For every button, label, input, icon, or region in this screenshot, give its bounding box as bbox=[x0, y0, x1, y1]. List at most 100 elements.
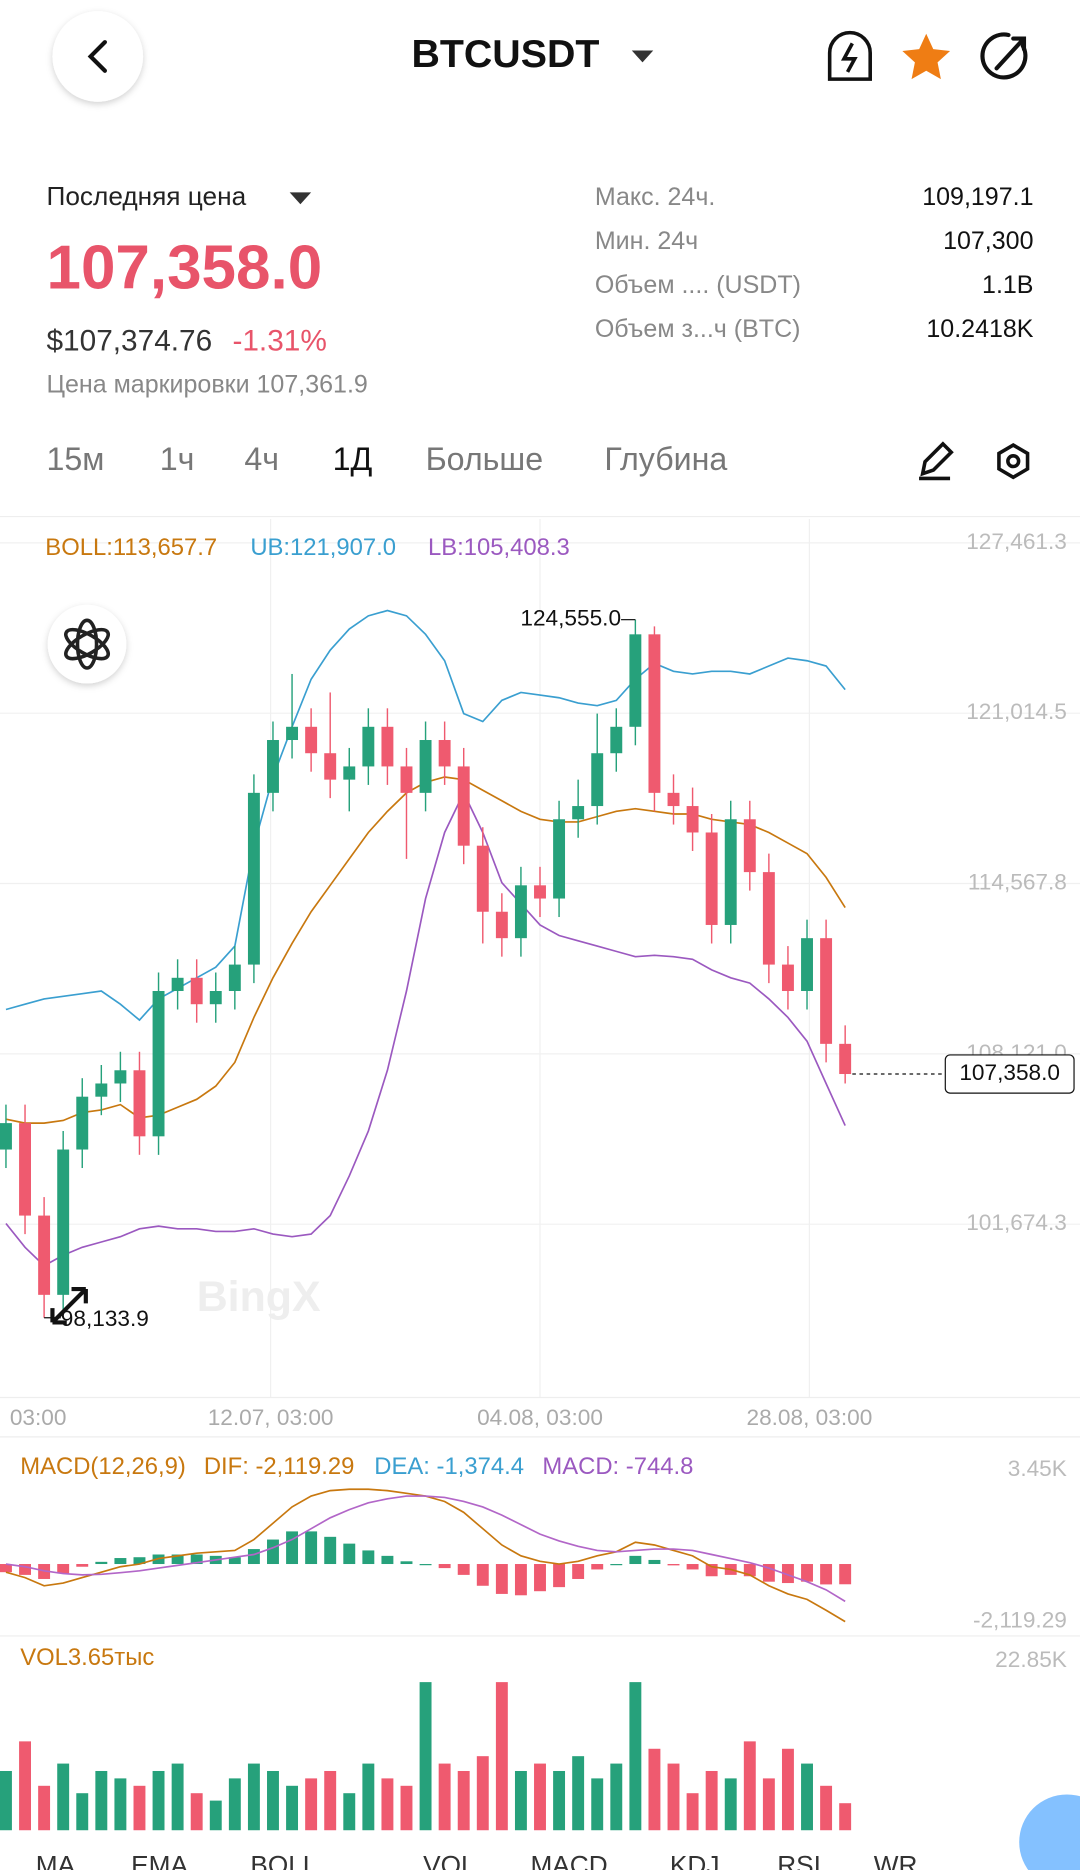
mark-label: Цена маркировки bbox=[46, 370, 249, 398]
candle-body bbox=[686, 806, 699, 833]
candle-body bbox=[362, 726, 375, 767]
atom-button[interactable] bbox=[47, 604, 127, 684]
volume-bar bbox=[724, 1778, 737, 1831]
stat-value: 109,197.1 bbox=[922, 183, 1033, 211]
pencil[interactable] bbox=[920, 441, 954, 477]
timeframe-tab[interactable]: 1Д bbox=[333, 441, 373, 477]
back-icon[interactable] bbox=[87, 40, 107, 73]
volume-bar bbox=[572, 1756, 585, 1831]
indicator-tab[interactable]: MA bbox=[36, 1850, 76, 1870]
macd-bar bbox=[438, 1564, 451, 1569]
price-dropdown[interactable] bbox=[289, 192, 312, 205]
legend-entry: MACD: -744.8 bbox=[542, 1453, 693, 1480]
bolt[interactable] bbox=[840, 42, 858, 73]
candle-body bbox=[839, 1043, 852, 1075]
back-button[interactable] bbox=[52, 11, 144, 102]
legend-entry: DIF: -2,119.29 bbox=[204, 1453, 355, 1480]
volume-bar bbox=[400, 1785, 413, 1831]
timeframe-tab[interactable]: 4ч bbox=[244, 441, 279, 477]
indicator-tab[interactable]: WR bbox=[874, 1850, 918, 1870]
macd-bar bbox=[743, 1564, 756, 1577]
draw-icon[interactable] bbox=[919, 441, 954, 481]
candle-body bbox=[495, 911, 508, 939]
indicator-tab[interactable]: BOLL bbox=[250, 1850, 317, 1870]
volume-bar bbox=[629, 1682, 642, 1831]
y-tick-label: 101,674.3 bbox=[966, 1210, 1067, 1235]
stat-value: 10.2418K bbox=[926, 315, 1033, 343]
share-icon[interactable] bbox=[980, 32, 1028, 80]
indicator-tabs: MA EMA BOLL VOL MACD KDJ RSI WR bbox=[36, 1850, 918, 1870]
candle-body bbox=[400, 766, 413, 793]
boll-line bbox=[5, 609, 846, 1022]
macd-bar bbox=[324, 1536, 337, 1565]
hexagon-center[interactable] bbox=[1006, 454, 1021, 469]
expand-icon[interactable] bbox=[50, 1286, 88, 1325]
volume-bar bbox=[820, 1785, 833, 1831]
mark-value: 107,361.9 bbox=[257, 370, 368, 398]
volume-bar bbox=[343, 1793, 356, 1831]
favorite-star[interactable] bbox=[902, 33, 951, 80]
indicator-tab[interactable]: VOL bbox=[423, 1850, 475, 1870]
volume-bar bbox=[591, 1778, 604, 1831]
timeframe-tab[interactable]: Глубина bbox=[604, 441, 727, 477]
atom-icon[interactable] bbox=[62, 618, 113, 670]
timeframe-tab[interactable]: 1ч bbox=[160, 441, 195, 477]
macd-bar bbox=[476, 1564, 489, 1586]
indicator-tab[interactable]: RSI bbox=[777, 1850, 821, 1870]
indicator-tab[interactable]: KDJ bbox=[670, 1850, 720, 1870]
candle-body bbox=[305, 726, 318, 754]
symbol[interactable]: BTCUSDT bbox=[411, 32, 599, 76]
price-change: -1.31% bbox=[232, 324, 326, 357]
last-price-tag: 107,358.0 bbox=[959, 1060, 1060, 1085]
settings-icon[interactable] bbox=[997, 442, 1030, 480]
back-circle[interactable] bbox=[52, 11, 144, 102]
indicator-tab[interactable]: MACD bbox=[530, 1850, 607, 1870]
volume-bar bbox=[324, 1770, 337, 1831]
x-tick-label: 03:00 bbox=[10, 1405, 67, 1430]
candle-body bbox=[76, 1096, 89, 1150]
macd-bar bbox=[686, 1564, 699, 1570]
candle-body bbox=[801, 938, 813, 992]
candle-body bbox=[572, 806, 585, 820]
hexagon[interactable] bbox=[997, 442, 1030, 480]
stat-value: 107,300 bbox=[943, 227, 1033, 255]
macd-bar bbox=[820, 1564, 833, 1585]
macd-bar bbox=[286, 1531, 299, 1565]
candle-body bbox=[762, 872, 775, 965]
y-tick-label: 22.85K bbox=[995, 1647, 1067, 1672]
candle-body bbox=[95, 1083, 108, 1097]
last-price-label[interactable]: Последняя цена bbox=[46, 181, 246, 211]
candle-body bbox=[381, 726, 394, 767]
share-arc[interactable] bbox=[980, 32, 1028, 80]
max-label: 124,555.0 bbox=[520, 606, 621, 631]
volume-bar bbox=[553, 1770, 566, 1831]
candle-body bbox=[610, 726, 623, 754]
macd-bar bbox=[553, 1564, 566, 1588]
timeframe-tab[interactable]: 15м bbox=[46, 441, 104, 477]
boll-line bbox=[5, 776, 846, 1124]
atom-circle[interactable] bbox=[47, 604, 127, 684]
macd-bar bbox=[572, 1564, 585, 1579]
y-tick-label: 114,567.8 bbox=[968, 870, 1067, 895]
macd-bar bbox=[381, 1555, 394, 1565]
share-arrow[interactable] bbox=[994, 36, 1027, 71]
vol-title: VOL3.65тыс bbox=[20, 1644, 154, 1671]
volume-bar bbox=[95, 1770, 108, 1831]
stats: Макс. 24ч. 109,197.1 Мин. 24ч 107,300 Объем … bbox=[595, 183, 1034, 343]
candle-body bbox=[133, 1070, 146, 1137]
candle-body bbox=[667, 792, 680, 807]
volume-bar bbox=[514, 1770, 527, 1831]
last-price-box bbox=[944, 1054, 1075, 1094]
macd-bar bbox=[629, 1555, 642, 1565]
usd-price: $107,374.76 bbox=[46, 324, 212, 357]
indicator-tab[interactable]: EMA bbox=[131, 1850, 188, 1870]
candle-body bbox=[19, 1123, 31, 1216]
volume-bar bbox=[762, 1778, 775, 1831]
symbol-dropdown[interactable] bbox=[631, 50, 654, 63]
alert-icon[interactable] bbox=[827, 30, 872, 81]
bell[interactable] bbox=[827, 30, 872, 81]
assistant-bubble[interactable] bbox=[1019, 1794, 1080, 1870]
timeframe-tab[interactable]: Больше bbox=[426, 441, 544, 477]
